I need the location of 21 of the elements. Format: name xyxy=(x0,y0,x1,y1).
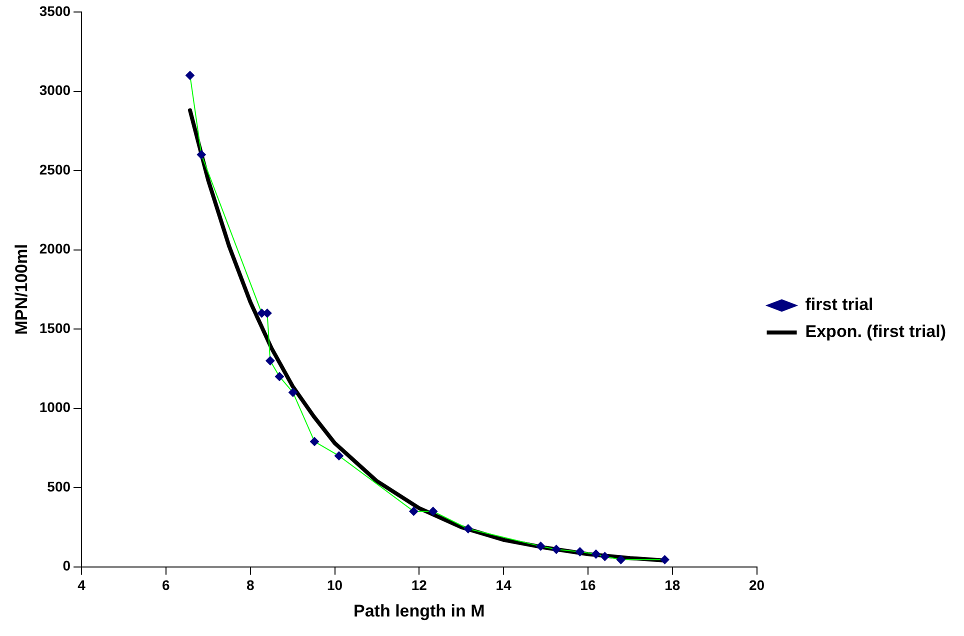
y-tick-label: 3500 xyxy=(39,2,71,19)
x-tick-label: 6 xyxy=(162,577,170,594)
y-tick-label: 3000 xyxy=(39,82,71,98)
x-tick-label: 10 xyxy=(326,577,343,594)
y-tick-label: 1500 xyxy=(39,320,71,336)
x-tick-label: 12 xyxy=(411,577,428,594)
y-tick-label: 1000 xyxy=(39,399,71,416)
legend-label: Expon. (first trial) xyxy=(805,322,946,342)
x-axis-title: Path length in M xyxy=(354,601,485,620)
legend-label: first trial xyxy=(805,295,874,314)
x-tick-label: 8 xyxy=(246,577,254,594)
x-tick-label: 4 xyxy=(78,577,86,594)
y-axis-title: MPN/100ml xyxy=(12,244,31,335)
x-tick-label: 20 xyxy=(748,577,765,594)
x-tick-label: 18 xyxy=(664,577,680,594)
x-tick-label: 14 xyxy=(496,577,512,594)
y-tick-label: 2000 xyxy=(39,240,71,257)
y-tick-label: 500 xyxy=(47,478,71,494)
y-tick-label: 2500 xyxy=(39,161,71,178)
y-tick-label: 0 xyxy=(62,558,71,574)
x-tick-label: 16 xyxy=(580,577,596,594)
